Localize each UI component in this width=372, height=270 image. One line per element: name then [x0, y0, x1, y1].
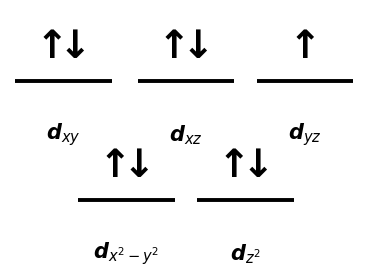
- Text: $\boldsymbol{d}_{xz}$: $\boldsymbol{d}_{xz}$: [169, 123, 203, 147]
- Text: ↓: ↓: [122, 147, 155, 185]
- Text: $\boldsymbol{d}_{yz}$: $\boldsymbol{d}_{yz}$: [288, 122, 322, 148]
- Text: ↓: ↓: [182, 28, 214, 66]
- Text: ↑: ↑: [217, 147, 250, 185]
- Text: ↑: ↑: [98, 147, 131, 185]
- Text: ↓: ↓: [241, 147, 274, 185]
- Text: $\boldsymbol{d}_{xy}$: $\boldsymbol{d}_{xy}$: [46, 122, 81, 148]
- Text: ↓: ↓: [59, 28, 92, 66]
- Text: $\boldsymbol{d}_{x^2-y^2}$: $\boldsymbol{d}_{x^2-y^2}$: [93, 240, 160, 267]
- Text: $\boldsymbol{d}_{z^2}$: $\boldsymbol{d}_{z^2}$: [230, 242, 261, 266]
- Text: ↑: ↑: [158, 28, 190, 66]
- Text: ↑: ↑: [35, 28, 68, 66]
- Text: ↑: ↑: [289, 28, 321, 66]
